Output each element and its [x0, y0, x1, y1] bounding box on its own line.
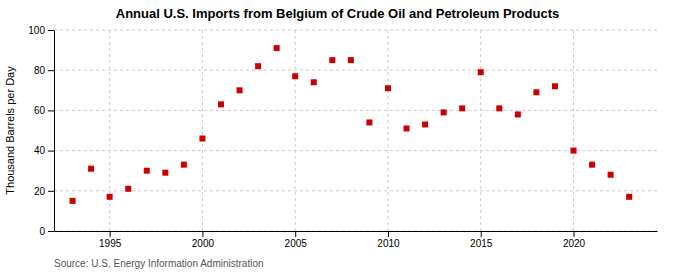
y-tick-label: 0 — [39, 226, 45, 237]
y-tick: 80 — [34, 65, 54, 76]
point — [348, 57, 354, 63]
y-tick-mark — [48, 110, 54, 111]
y-tick-label: 60 — [34, 105, 46, 116]
y-tick-label: 20 — [34, 186, 46, 197]
point — [274, 45, 280, 51]
point — [441, 109, 447, 115]
chart: 1995 2000 2005 2010 2015 2020 0 20 40 60 80 100 Annu… — [0, 0, 675, 275]
x-tick-mark — [481, 231, 482, 237]
y-tick-mark — [48, 70, 54, 71]
x-tick: 2005 — [285, 231, 308, 249]
point — [552, 83, 558, 89]
y-tick-label: 40 — [34, 145, 46, 156]
point — [404, 125, 410, 131]
grid-line-x — [480, 30, 481, 231]
point — [589, 162, 595, 168]
point — [70, 198, 76, 204]
source: Source: U.S. Energy Information Administ… — [54, 258, 264, 269]
grid-line-x — [573, 30, 574, 231]
x-tick-label: 2010 — [377, 238, 400, 249]
x-tick-mark — [202, 231, 203, 237]
point — [311, 79, 317, 85]
y-tick: 20 — [34, 186, 54, 197]
point — [571, 148, 577, 154]
x-axis-line — [55, 231, 658, 232]
point — [237, 87, 243, 93]
y-tick: 40 — [34, 145, 54, 156]
y-axis-title: Thousand Barrels per Day — [4, 66, 16, 195]
point — [496, 105, 502, 111]
x-tick-mark — [295, 231, 296, 237]
point — [608, 172, 614, 178]
grid — [54, 30, 657, 231]
y-axis: 0 20 40 60 80 100 — [28, 25, 54, 237]
y-tick-mark — [48, 191, 54, 192]
x-tick-label: 2005 — [285, 238, 308, 249]
y-tick-mark — [48, 151, 54, 152]
points — [70, 45, 633, 204]
x-tick: 1995 — [99, 231, 122, 249]
grid-line-x — [387, 30, 388, 231]
x-tick-mark — [388, 231, 389, 237]
point — [533, 89, 539, 95]
point — [292, 73, 298, 79]
point — [478, 69, 484, 75]
point — [626, 194, 632, 200]
grid-line-y — [54, 110, 657, 111]
point — [162, 170, 168, 176]
grid-line-y — [54, 30, 657, 31]
point — [144, 168, 150, 174]
y-tick: 0 — [39, 226, 54, 237]
y-tick-label: 80 — [34, 65, 46, 76]
point — [181, 162, 187, 168]
point — [107, 194, 113, 200]
x-tick: 2010 — [377, 231, 400, 249]
point — [88, 166, 94, 172]
x-tick-label: 2015 — [470, 238, 493, 249]
y-axis-line — [54, 31, 55, 232]
y-tick-mark — [48, 30, 54, 31]
x-tick-mark — [110, 231, 111, 237]
grid-line-x — [109, 30, 110, 231]
point — [218, 101, 224, 107]
y-tick-label: 100 — [28, 25, 45, 36]
point — [199, 136, 205, 142]
y-tick-mark — [48, 231, 54, 232]
x-tick: 2015 — [470, 231, 493, 249]
x-tick-label: 2000 — [192, 238, 215, 249]
point — [329, 57, 335, 63]
point — [459, 105, 465, 111]
plot-area: 1995 2000 2005 2010 2015 2020 0 20 40 60 80 100 — [28, 25, 657, 249]
grid-line-x — [202, 30, 203, 231]
grid-line-y — [54, 150, 657, 151]
point — [422, 121, 428, 127]
point — [125, 186, 131, 192]
x-tick: 2000 — [192, 231, 215, 249]
grid-line-y — [54, 190, 657, 191]
point — [255, 63, 261, 69]
x-axis: 1995 2000 2005 2010 2015 2020 — [55, 231, 658, 249]
x-tick-label: 2020 — [563, 238, 586, 249]
point — [366, 119, 372, 125]
x-tick: 2020 — [563, 231, 586, 249]
grid-line-x — [295, 30, 296, 231]
grid-line-y — [54, 70, 657, 71]
y-tick: 60 — [34, 105, 54, 116]
grid-line-y — [54, 231, 657, 232]
x-tick-label: 1995 — [99, 238, 122, 249]
x-tick-mark — [574, 231, 575, 237]
y-tick: 100 — [28, 25, 54, 36]
point — [385, 85, 391, 91]
point — [515, 111, 521, 117]
title: Annual U.S. Imports from Belgium of Crud… — [116, 6, 560, 21]
